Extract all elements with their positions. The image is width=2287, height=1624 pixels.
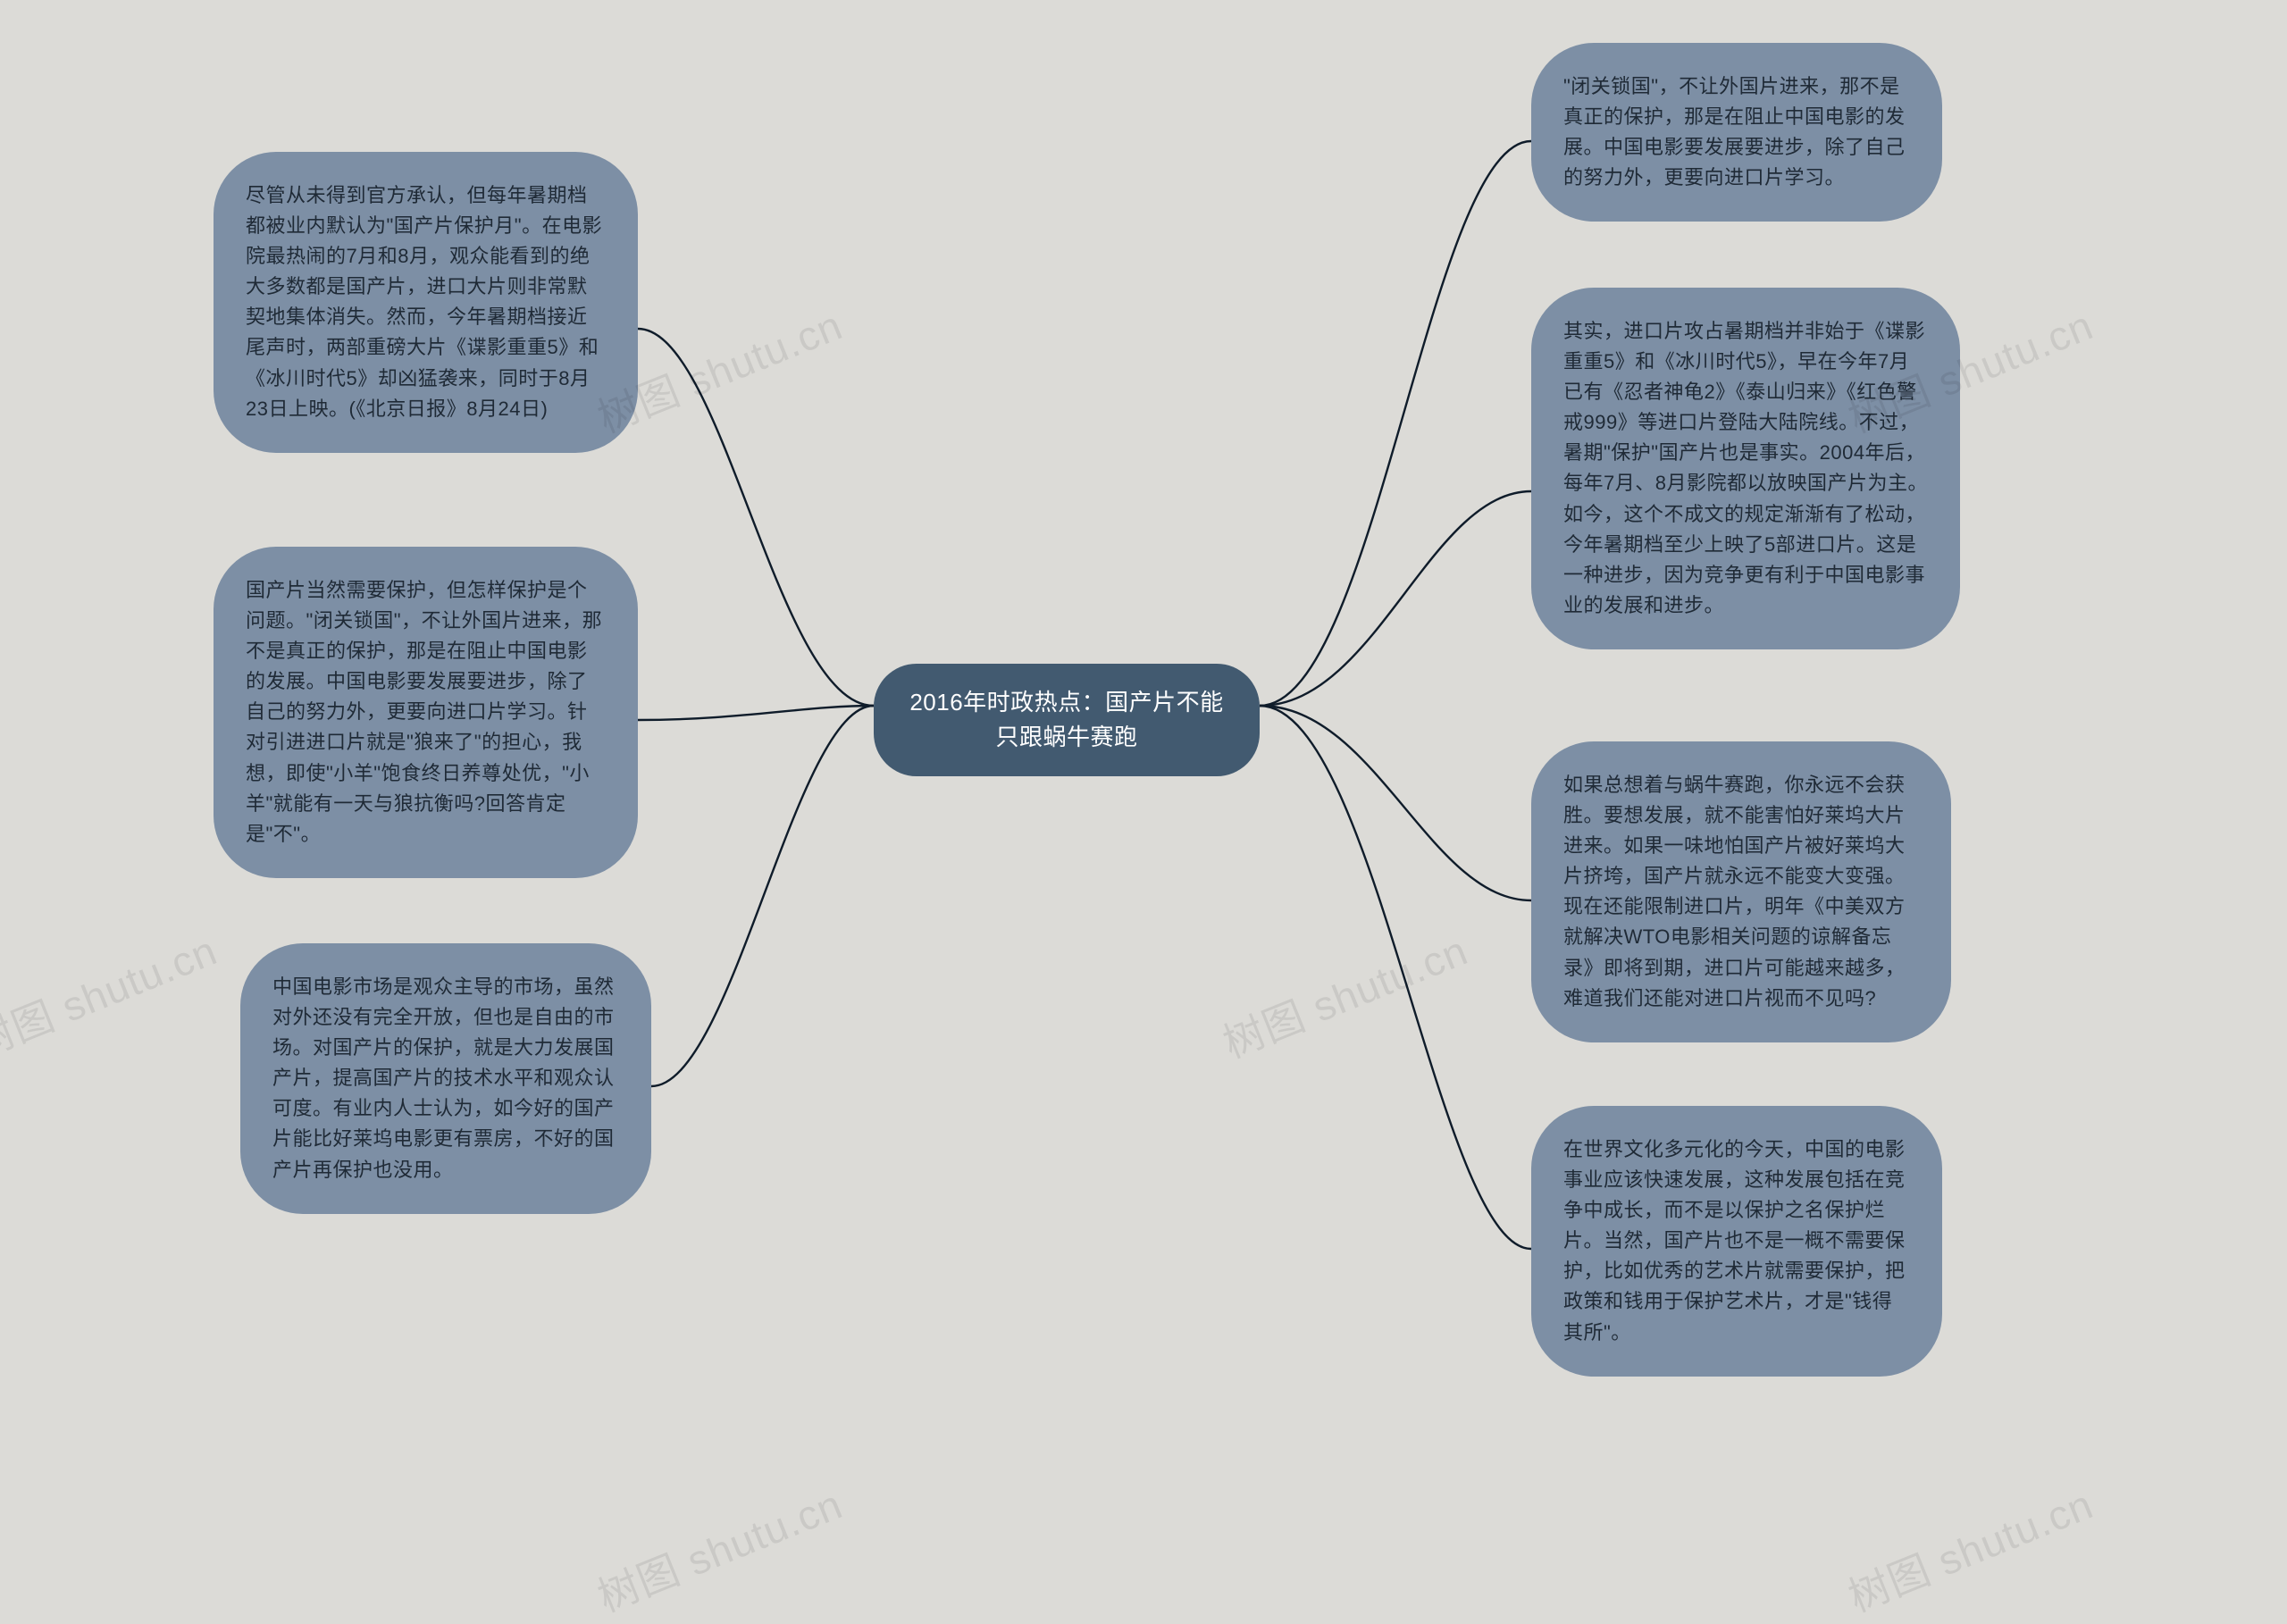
center-node: 2016年时政热点：国产片不能只跟蜗牛赛跑 bbox=[874, 664, 1260, 776]
watermark: 树图 shutu.cn bbox=[1839, 1472, 2100, 1624]
connector-line bbox=[651, 706, 874, 1086]
node-text: 中国电影市场是观众主导的市场，虽然对外还没有完全开放，但也是自由的市场。对国产片… bbox=[272, 975, 615, 1181]
node-text: 其实，进口片攻占暑期档并非始于《谍影重重5》和《冰川时代5》，早在今年7月已有《… bbox=[1563, 320, 1928, 616]
watermark: 树图 shutu.cn bbox=[1213, 918, 1475, 1070]
node-left-3: 中国电影市场是观众主导的市场，虽然对外还没有完全开放，但也是自由的市场。对国产片… bbox=[240, 943, 651, 1214]
watermark: 树图 shutu.cn bbox=[588, 1472, 850, 1624]
connector-line bbox=[638, 706, 874, 720]
node-text: 如果总想着与蜗牛赛跑，你永远不会获胜。要想发展，就不能害怕好莱坞大片进来。如果一… bbox=[1563, 774, 1906, 1009]
node-text: 尽管从未得到官方承认，但每年暑期档都被业内默认为"国产片保护月"。在电影院最热闹… bbox=[246, 184, 602, 420]
watermark: 树图 shutu.cn bbox=[0, 918, 225, 1070]
node-text: "闭关锁国"，不让外国片进来，那不是真正的保护，那是在阻止中国电影的发展。中国电… bbox=[1563, 75, 1906, 188]
node-right-4: 在世界文化多元化的今天，中国的电影事业应该快速发展，这种发展包括在竞争中成长，而… bbox=[1531, 1106, 1942, 1377]
node-right-1: "闭关锁国"，不让外国片进来，那不是真正的保护，那是在阻止中国电影的发展。中国电… bbox=[1531, 43, 1942, 222]
node-left-2: 国产片当然需要保护，但怎样保护是个问题。"闭关锁国"，不让外国片进来，那不是真正… bbox=[214, 547, 638, 878]
connector-line bbox=[1260, 141, 1531, 706]
node-right-2: 其实，进口片攻占暑期档并非始于《谍影重重5》和《冰川时代5》，早在今年7月已有《… bbox=[1531, 288, 1960, 649]
node-left-1: 尽管从未得到官方承认，但每年暑期档都被业内默认为"国产片保护月"。在电影院最热闹… bbox=[214, 152, 638, 453]
node-right-3: 如果总想着与蜗牛赛跑，你永远不会获胜。要想发展，就不能害怕好莱坞大片进来。如果一… bbox=[1531, 741, 1951, 1042]
node-text: 国产片当然需要保护，但怎样保护是个问题。"闭关锁国"，不让外国片进来，那不是真正… bbox=[246, 579, 602, 845]
mindmap-canvas: 2016年时政热点：国产片不能只跟蜗牛赛跑 尽管从未得到官方承认，但每年暑期档都… bbox=[0, 0, 2287, 1476]
node-text: 在世界文化多元化的今天，中国的电影事业应该快速发展，这种发展包括在竞争中成长，而… bbox=[1563, 1138, 1906, 1344]
connector-line bbox=[638, 329, 874, 706]
connector-line bbox=[1260, 706, 1531, 900]
center-text: 2016年时政热点：国产片不能只跟蜗牛赛跑 bbox=[909, 689, 1223, 750]
connector-line bbox=[1260, 491, 1531, 706]
connector-line bbox=[1260, 706, 1531, 1249]
